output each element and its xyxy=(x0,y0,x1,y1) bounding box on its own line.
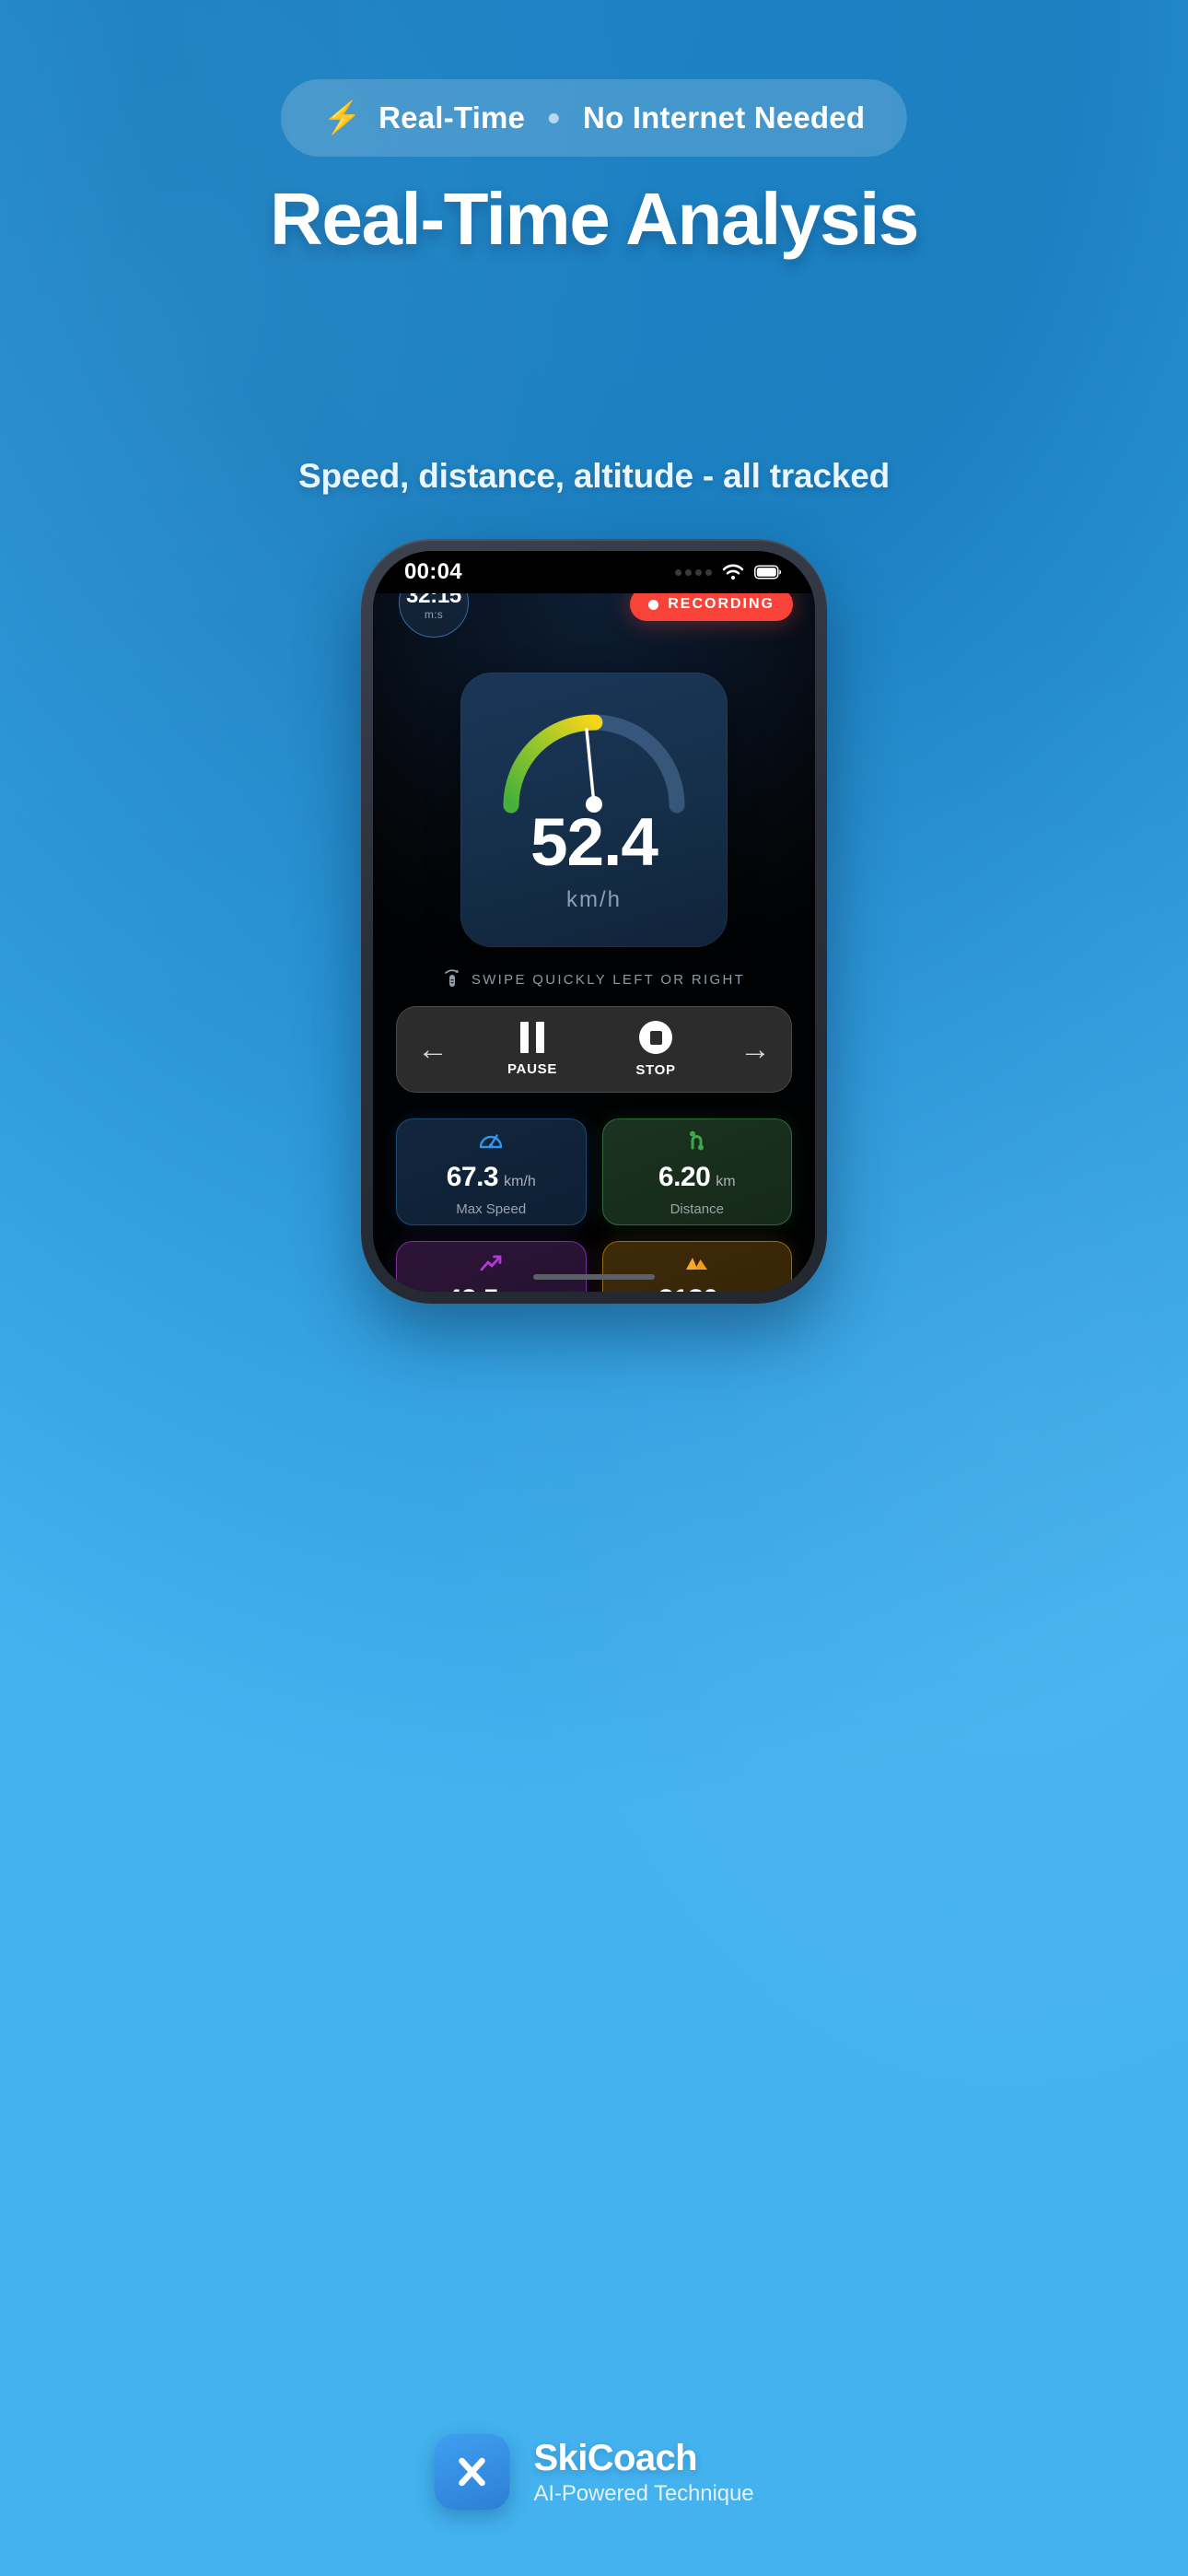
page-title: Real-Time Analysis xyxy=(269,178,919,260)
badge-separator-dot xyxy=(549,112,560,123)
stat-value-row: 2180 m xyxy=(658,1284,736,1292)
timer-value: 32:15 xyxy=(406,593,461,608)
stat-value: 42.5 xyxy=(447,1284,499,1292)
speedometer-gauge xyxy=(503,714,685,814)
current-speed-value: 52.4 xyxy=(530,805,658,880)
trend-up-icon xyxy=(477,1249,505,1277)
app-logo xyxy=(434,2434,510,2510)
badge-left-label: Real-Time xyxy=(379,100,526,135)
ski-cross-icon xyxy=(459,2457,485,2487)
phone-screen: 00:04 xyxy=(373,551,815,1292)
status-bar-time: 00:04 xyxy=(404,559,462,584)
home-indicator xyxy=(533,1274,655,1280)
stat-card-distance[interactable]: 6.20 km Distance xyxy=(601,1118,792,1225)
stat-card-altitude[interactable]: 2180 m Altitude xyxy=(601,1241,792,1292)
stat-unit: km xyxy=(716,1174,736,1189)
status-bar: 00:04 xyxy=(373,551,815,593)
wifi-icon xyxy=(722,564,744,580)
route-icon xyxy=(683,1127,711,1154)
speedometer-icon xyxy=(477,1127,505,1154)
pause-button-label: PAUSE xyxy=(507,1061,558,1077)
stat-value-row: 6.20 km xyxy=(658,1162,736,1193)
stat-value: 67.3 xyxy=(446,1162,499,1192)
brand-tagline: AI-Powered Technique xyxy=(533,2480,754,2506)
stat-card-max-speed[interactable]: 67.3 km/h Max Speed xyxy=(396,1118,587,1225)
brand-footer: SkiCoach AI-Powered Technique xyxy=(434,2434,754,2510)
stat-value: 6.20 xyxy=(658,1162,711,1192)
badge-right-label: No Internet Needed xyxy=(583,100,866,135)
stat-value-row: 42.5 km/h xyxy=(447,1284,536,1292)
stats-grid: 67.3 km/h Max Speed xyxy=(396,1118,792,1292)
page-subtitle: Speed, distance, altitude - all tracked xyxy=(298,457,890,495)
lightning-bolt-icon: ⚡ xyxy=(322,100,363,135)
phone-mockup: 00:04 xyxy=(361,539,827,1304)
status-bar-indicators xyxy=(675,564,782,580)
status-badge: RECORDING xyxy=(630,593,793,621)
record-dot-icon xyxy=(648,599,659,610)
phone-notch xyxy=(511,551,677,580)
swipe-hand-icon xyxy=(445,969,459,987)
recording-label: RECORDING xyxy=(668,596,775,612)
stop-button-label: STOP xyxy=(635,1062,676,1078)
stat-value-row: 67.3 km/h xyxy=(447,1162,536,1193)
stop-button[interactable]: STOP xyxy=(616,1021,695,1078)
brand-name: SkiCoach xyxy=(533,2437,697,2478)
arrow-right-icon[interactable]: → xyxy=(740,1032,771,1067)
stat-label: Distance xyxy=(670,1201,724,1217)
signal-dots-icon xyxy=(675,568,712,576)
speed-gauge-card: 52.4 km/h xyxy=(460,673,728,947)
mountain-icon xyxy=(683,1249,711,1277)
playback-control-bar[interactable]: ← PAUSE STOP → xyxy=(396,1006,792,1093)
swipe-hint-text: SWIPE QUICKLY LEFT OR RIGHT xyxy=(471,971,746,988)
stat-value: 2180 xyxy=(658,1284,718,1292)
timer-unit: m:s xyxy=(424,608,444,621)
swipe-hint: SWIPE QUICKLY LEFT OR RIGHT xyxy=(373,968,815,990)
app-screen: 32:15 m:s RECORDING xyxy=(373,593,815,1292)
stop-icon xyxy=(639,1021,672,1054)
pause-button[interactable]: PAUSE xyxy=(493,1022,572,1077)
brand-text: SkiCoach AI-Powered Technique xyxy=(533,2438,753,2507)
current-speed-unit: km/h xyxy=(565,887,622,912)
feature-badge: ⚡ Real-Time No Internet Needed xyxy=(280,79,908,157)
pause-icon xyxy=(520,1022,544,1053)
arrow-left-icon[interactable]: ← xyxy=(417,1032,448,1067)
stat-label: Max Speed xyxy=(456,1201,527,1217)
app-header: 32:15 m:s RECORDING xyxy=(373,593,815,641)
stat-card-avg-speed[interactable]: 42.5 km/h Avg Speed xyxy=(396,1241,587,1292)
battery-full-icon xyxy=(754,565,782,580)
session-timer: 32:15 m:s xyxy=(399,593,469,638)
stat-unit: km/h xyxy=(504,1174,536,1189)
